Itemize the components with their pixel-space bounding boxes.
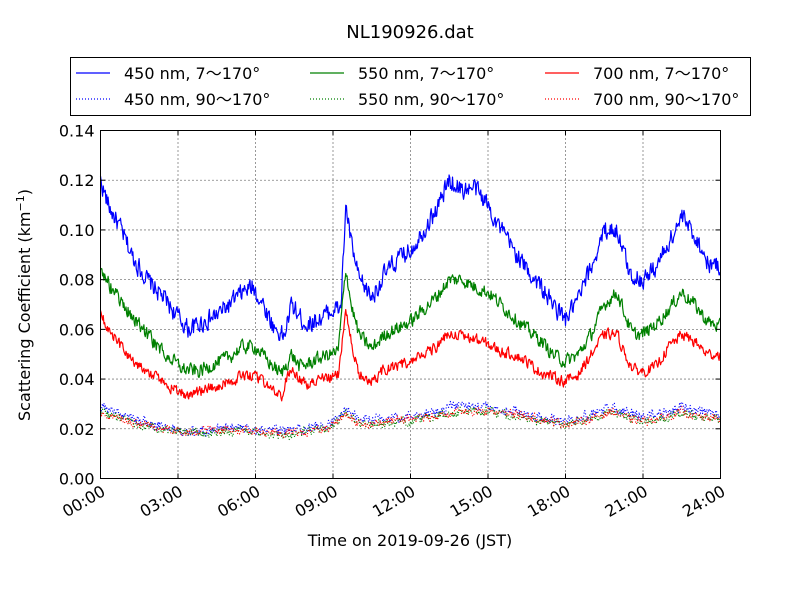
series-line xyxy=(99,406,722,441)
y-tick-label: 0.00 xyxy=(59,470,95,489)
legend-label: 450 nm, 90～170° xyxy=(124,90,270,109)
y-tick-label: 0.08 xyxy=(59,271,95,290)
legend: 450 nm, 7～170° 450 nm, 90～170° 550 nm, 7～1… xyxy=(70,57,751,116)
y-tick-label: 0.12 xyxy=(59,171,95,190)
series-line xyxy=(99,308,721,402)
y-tick-label: 0.06 xyxy=(59,320,95,339)
legend-label: 550 nm, 90～170° xyxy=(358,90,504,109)
legend-label: 550 nm, 7～170° xyxy=(358,64,494,83)
series-line xyxy=(99,174,722,341)
series-line xyxy=(99,406,722,439)
series-line xyxy=(99,400,722,437)
y-axis-label-close: ) xyxy=(15,189,34,195)
chart-title: NL190926.dat xyxy=(346,22,473,43)
y-tick-label: 0.10 xyxy=(59,221,95,240)
y-axis-label-main: Scattering Coefficient (km xyxy=(15,211,34,421)
legend-label: 700 nm, 7～170° xyxy=(593,64,729,83)
x-axis-label: Time on 2019-09-26 (JST) xyxy=(307,531,512,550)
y-tick-label: 0.14 xyxy=(59,122,95,141)
y-axis-label: Scattering Coefficient (km−1) xyxy=(14,189,34,421)
legend-label: 700 nm, 90～170° xyxy=(593,90,739,109)
legend-frame xyxy=(70,57,751,116)
series-line xyxy=(100,267,721,379)
legend-label: 450 nm, 7～170° xyxy=(124,64,260,83)
y-tick-label: 0.02 xyxy=(59,420,95,439)
y-tick-label: 0.04 xyxy=(59,370,95,389)
y-axis-label-sup: −1 xyxy=(14,195,27,211)
